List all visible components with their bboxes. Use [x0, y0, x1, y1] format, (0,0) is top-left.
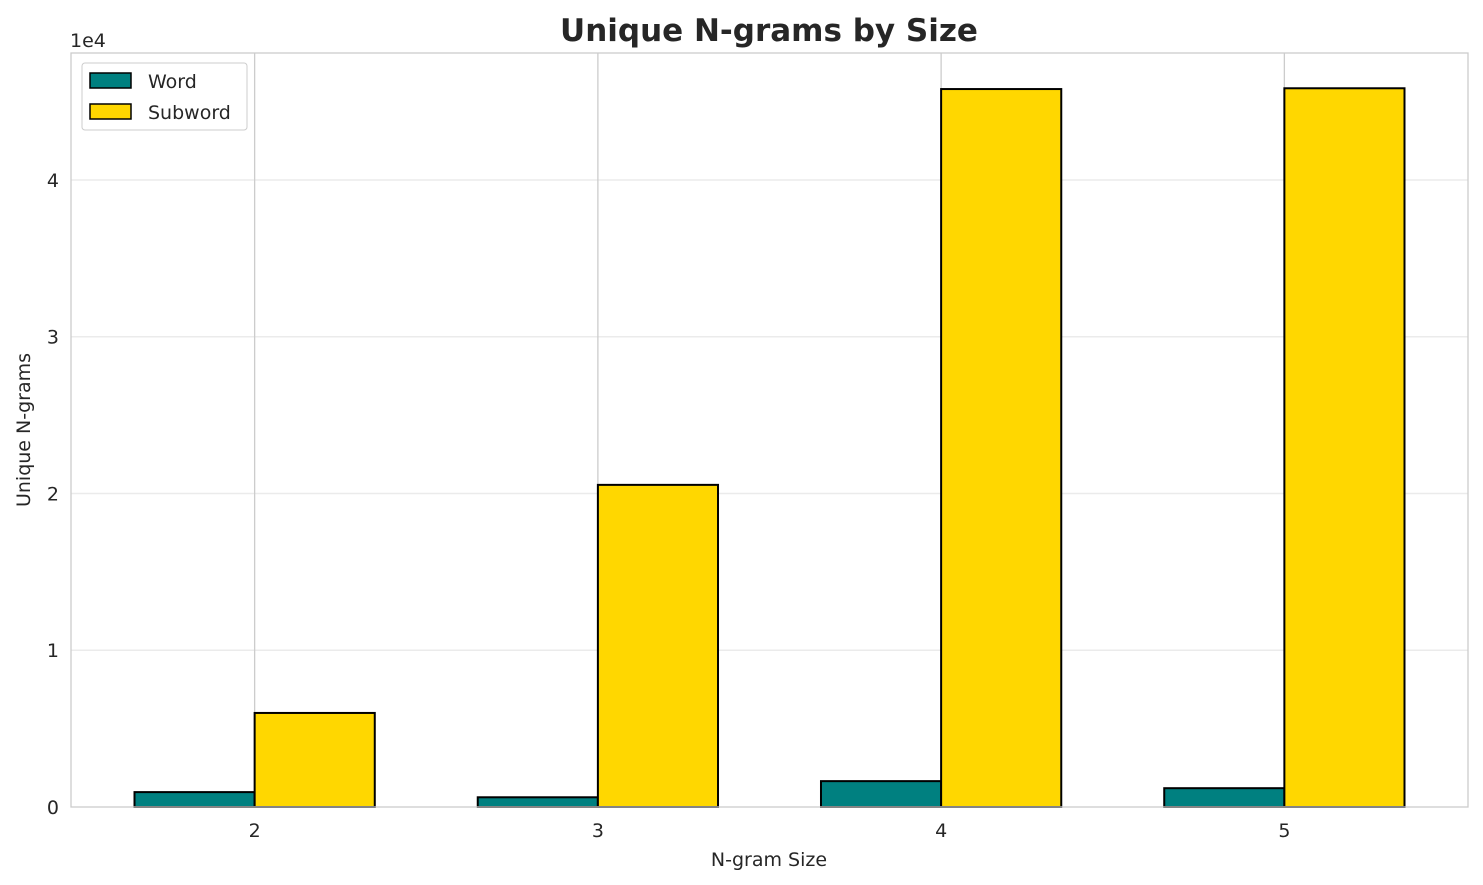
bar-word-5 — [1163, 787, 1286, 809]
bar-word-2 — [133, 791, 256, 808]
y-tick-label: 1 — [47, 640, 59, 662]
y-axis-label: Unique N-grams — [13, 353, 35, 507]
x-tick-label: 4 — [935, 820, 947, 842]
bar-subword-4 — [940, 88, 1063, 808]
x-tick-label: 5 — [1278, 820, 1290, 842]
chart-title: Unique N-grams by Size — [560, 13, 978, 49]
bar-subword-3 — [596, 483, 720, 808]
legend-label-subword: Subword — [148, 102, 231, 124]
x-axis-ticks: 2 3 4 5 — [249, 820, 1291, 842]
y-tick-label: 3 — [47, 327, 59, 349]
legend-swatch-word — [89, 72, 132, 89]
bars — [133, 87, 1406, 809]
x-tick-label: 2 — [249, 820, 261, 842]
legend-label-word: Word — [148, 71, 197, 93]
bar-subword-2 — [253, 711, 376, 808]
x-axis-label: N-gram Size — [711, 849, 827, 871]
y-offset-label: 1e4 — [70, 30, 106, 52]
y-axis-ticks: 0 1 2 3 4 — [47, 170, 59, 819]
legend-swatch-subword — [89, 103, 132, 120]
y-tick-label: 4 — [47, 170, 59, 192]
bar-word-4 — [819, 780, 943, 808]
x-tick-label: 3 — [592, 820, 604, 842]
y-tick-label: 0 — [47, 797, 59, 819]
bar-word-3 — [476, 796, 599, 808]
plot-frame — [70, 52, 1469, 808]
bar-subword-5 — [1283, 87, 1406, 809]
legend: Word Subword — [81, 62, 248, 131]
y-tick-label: 2 — [47, 483, 59, 505]
plot-background — [71, 53, 1468, 807]
